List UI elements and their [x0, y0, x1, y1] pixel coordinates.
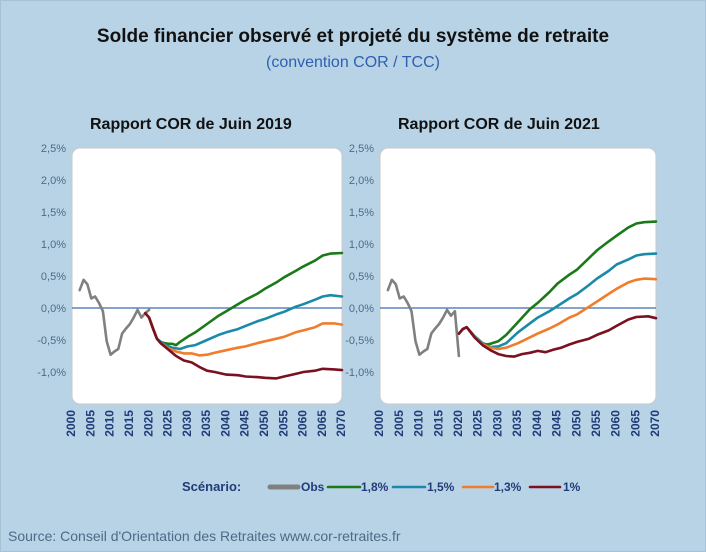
series-line-18	[147, 251, 344, 347]
y-tick-label: 0,5%	[349, 271, 374, 283]
x-tick-label: 2040	[218, 410, 232, 437]
x-tick-label: 2060	[609, 410, 623, 437]
legend: Scénario: Obs 1,8% 1,5% 1,3% 1%	[182, 479, 581, 494]
y-tick-label: -1,0%	[345, 367, 374, 379]
series-line-Obs	[386, 278, 461, 358]
y-tick-label: 2,0%	[349, 175, 374, 187]
panel-title-2019: Rapport COR de Juin 2019	[90, 116, 292, 133]
x-tick-label: 2040	[530, 410, 544, 437]
y-tick-label: -0,5%	[37, 335, 66, 347]
x-tick-label: 2035	[510, 410, 524, 437]
x-tick-label: 2010	[412, 410, 426, 437]
y-tick-label: 1,5%	[41, 207, 66, 219]
x-tick-label: 2030	[490, 410, 504, 437]
x-tick-label: 2005	[83, 410, 97, 437]
legend-label: Obs	[301, 480, 325, 494]
legend-label: 1,3%	[494, 480, 522, 494]
x-tick-label: 2045	[238, 410, 252, 437]
x-tick-label: 2065	[315, 410, 329, 437]
series-line-1	[144, 311, 344, 380]
source-note: Source: Conseil d'Orientation des Retrai…	[8, 528, 401, 544]
y-tick-label: 0,0%	[41, 303, 66, 315]
x-tick-label: 2000	[372, 410, 386, 437]
x-tick-label: 2070	[648, 410, 662, 437]
y-tick-label: -1,0%	[37, 367, 66, 379]
panel-title-2021: Rapport COR de Juin 2021	[398, 116, 600, 133]
x-tick-label: 2015	[122, 410, 136, 437]
y-tick-label: 0,0%	[349, 303, 374, 315]
x-tick-label: 2030	[180, 410, 194, 437]
x-tick-label: 2020	[141, 410, 155, 437]
x-tick-label: 2000	[64, 410, 78, 437]
legend-label: 1%	[563, 480, 581, 494]
figure-title: Solde financier observé et projeté du sy…	[96, 26, 610, 47]
series-line-Obs	[78, 278, 151, 356]
x-tick-label: 2025	[471, 410, 485, 437]
x-tick-label: 2050	[569, 410, 583, 437]
y-tick-label: 1,0%	[349, 239, 374, 251]
x-tick-label: 2065	[628, 410, 642, 437]
x-tick-label: 2025	[161, 410, 175, 437]
x-tick-label: 2070	[334, 410, 348, 437]
x-tick-label: 2055	[276, 410, 290, 437]
x-tick-label: 2045	[550, 410, 564, 437]
x-tick-label: 2050	[257, 410, 271, 437]
x-tick-label: 2020	[451, 410, 465, 437]
x-tick-label: 2060	[296, 410, 310, 437]
y-tick-label: 2,5%	[41, 143, 66, 155]
x-tick-label: 2010	[103, 410, 117, 437]
legend-label: 1,8%	[361, 480, 389, 494]
y-tick-label: 1,5%	[349, 207, 374, 219]
plot-area	[71, 147, 343, 405]
y-tick-label: 1,0%	[41, 239, 66, 251]
legend-title: Scénario:	[182, 479, 241, 494]
plot-area	[379, 147, 657, 405]
chart-panel-1: 2,5% 2,0% 1,5% 1,0% 0,5% 0,0% -0,5% -1,0% 2000 20…	[345, 143, 662, 437]
y-tick-label: 0,5%	[41, 271, 66, 283]
y-tick-label: -0,5%	[345, 335, 374, 347]
y-tick-label: 2,0%	[41, 175, 66, 187]
series-line-1	[457, 315, 658, 358]
x-tick-label: 2015	[431, 410, 445, 437]
legend-label: 1,5%	[427, 480, 455, 494]
chart-panel-0: 2,5% 2,0% 1,5% 1,0% 0,5% 0,0% -0,5% -1,0% 2000 20…	[37, 143, 348, 437]
figure-subtitle: (convention COR / TCC)	[266, 54, 440, 71]
x-tick-label: 2055	[589, 410, 603, 437]
x-tick-label: 2035	[199, 410, 213, 437]
x-tick-label: 2005	[392, 410, 406, 437]
y-tick-label: 2,5%	[349, 143, 374, 155]
